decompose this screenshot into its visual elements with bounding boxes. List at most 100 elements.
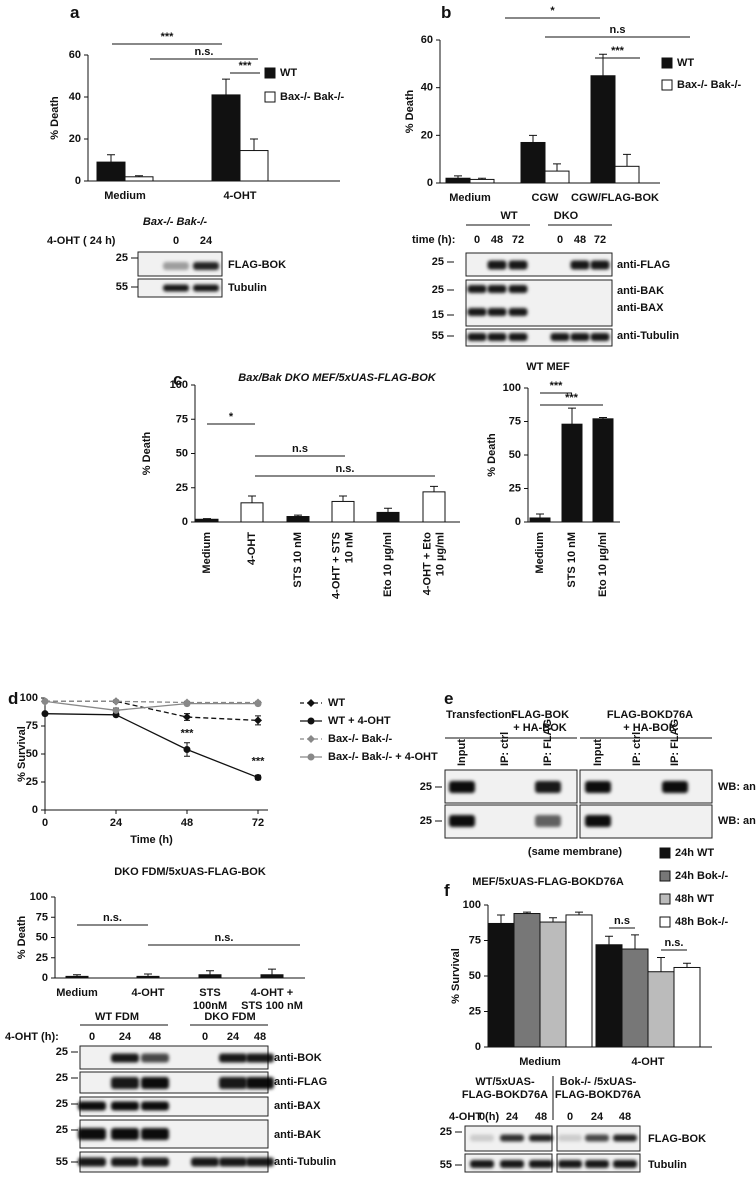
text-line: 50: [26, 748, 38, 760]
blot-row-label: anti-Tubulin: [274, 1156, 336, 1168]
text-line: 48: [535, 1111, 547, 1123]
error-bar: [339, 495, 347, 502]
line: [45, 700, 258, 704]
text-line: % Survival: [450, 948, 462, 1004]
y-axis-label: % Death: [49, 96, 61, 140]
text-line: CGW/FLAG-BOK: [571, 192, 659, 204]
panel-label: f: [444, 881, 450, 900]
text-line: % Death: [486, 433, 498, 477]
text-line: n.s: [292, 443, 308, 455]
blot-row-label: anti-BAX: [617, 302, 664, 314]
error-bar: [268, 968, 276, 975]
legend-label: 48h Bok-/-: [675, 916, 729, 928]
text-line: 25: [26, 776, 38, 788]
text-line: STS 10 nM: [292, 532, 304, 588]
blot-band: [470, 1160, 494, 1168]
bar: [590, 75, 616, 184]
blot-band: [570, 260, 590, 270]
text-line: 25: [56, 1072, 68, 1084]
y-tick-label: 0: [427, 177, 433, 189]
text-line: 50: [36, 932, 48, 944]
blot-band: [191, 1157, 219, 1167]
x-axis-label: Time (h): [130, 834, 173, 846]
text-line: + HA-BOK: [623, 722, 677, 734]
y-axis-label: % Death: [141, 432, 153, 476]
lane-label: 24: [506, 1111, 519, 1123]
text-line: f: [444, 881, 450, 900]
text-line: Medium: [56, 987, 98, 999]
text-line: WT: [328, 697, 345, 709]
y-tick-label: 25: [36, 952, 48, 964]
text-line: WT/5xUAS-: [475, 1076, 535, 1088]
y-tick-label: 75: [509, 416, 521, 428]
x-tick-label: Medium: [449, 192, 491, 204]
x-tick-label: 4-OHT + STS 100 nM: [241, 987, 303, 1012]
lane-title: Transfection:: [446, 709, 515, 721]
x-tick-label: Medium: [519, 1056, 561, 1068]
text-line: 4-OHT ( 24 h): [47, 235, 116, 247]
text-line: Eto 10 µg/ml: [382, 532, 394, 597]
error-bar: [222, 78, 230, 95]
point: [254, 716, 262, 725]
text-line: n.s.: [215, 932, 234, 944]
text-line: 55: [56, 1156, 68, 1168]
error-bar: [430, 485, 438, 492]
text-line: 25: [432, 284, 444, 296]
text-line: n.s: [614, 915, 630, 927]
text-line: DKO FDM: [204, 1011, 255, 1023]
text-line: *: [550, 5, 555, 17]
significance-label: n.s.: [215, 932, 234, 944]
blot-row-label: WB: anti-FLAG: [718, 781, 756, 793]
blot-band: [141, 1077, 169, 1089]
line: [44, 700, 258, 711]
blot-band: [141, 1101, 169, 1111]
text-line: % Death: [49, 96, 61, 140]
text-line: n.s.: [665, 937, 684, 949]
mw-label: 25: [432, 284, 444, 296]
blot-band: [219, 1077, 247, 1089]
point: [254, 774, 262, 782]
blot-band: [570, 333, 590, 341]
text-line: Bax/Bak DKO MEF/5xUAS-FLAG-BOK: [238, 372, 436, 384]
x-tick-label: Medium: [56, 987, 98, 999]
mw-label: 25: [56, 1072, 68, 1084]
blot-header: DKO FDM: [204, 1011, 255, 1023]
mw-label: 55: [56, 1156, 68, 1168]
legend-marker: [307, 753, 315, 761]
text-line: 24: [591, 1111, 604, 1123]
error-bar: [683, 962, 691, 968]
text-line: WT MEF: [526, 361, 570, 373]
text-line: 60: [69, 49, 81, 61]
text-line: 75: [509, 416, 521, 428]
text-line: Medium: [201, 532, 213, 574]
text-line: 25: [509, 483, 521, 495]
text-line: Medium: [534, 532, 546, 574]
error-bar: [568, 407, 576, 425]
blot-membrane: [79, 1119, 269, 1149]
text-line: FLAG-BOKD76A: [607, 709, 693, 721]
significance-label: ***: [550, 380, 564, 392]
text-line: d: [8, 689, 18, 708]
lane-label: 24: [591, 1111, 604, 1123]
text-line: 4-OHT + Eto: [422, 532, 434, 596]
blot-row-label: anti-BOK: [274, 1052, 322, 1064]
y-tick-label: 0: [75, 175, 81, 187]
mw-label: 25: [432, 256, 444, 268]
text-line: 25: [56, 1124, 68, 1136]
blot-row-label: FLAG-BOK: [228, 259, 286, 271]
blot-header: Bok-/- /5xUAS-FLAG-BOKD76A: [555, 1076, 641, 1101]
y-tick-label: 75: [469, 935, 481, 947]
bar: [487, 922, 515, 1048]
x-tick-label: 4-OHT + Eto10 µg/ml: [422, 532, 447, 596]
text-line: 4-OHT: [224, 190, 257, 202]
lane-title: time (h):: [412, 234, 455, 246]
text-line: 15: [432, 309, 444, 321]
bar: [96, 161, 126, 182]
text-line: 0: [173, 235, 179, 247]
legend-marker: [307, 699, 315, 707]
blot-band: [500, 1160, 524, 1168]
blot-band: [508, 285, 528, 293]
error-bar: [623, 153, 631, 167]
text-line: anti-FLAG: [617, 259, 670, 271]
text-line: 100: [30, 891, 48, 903]
